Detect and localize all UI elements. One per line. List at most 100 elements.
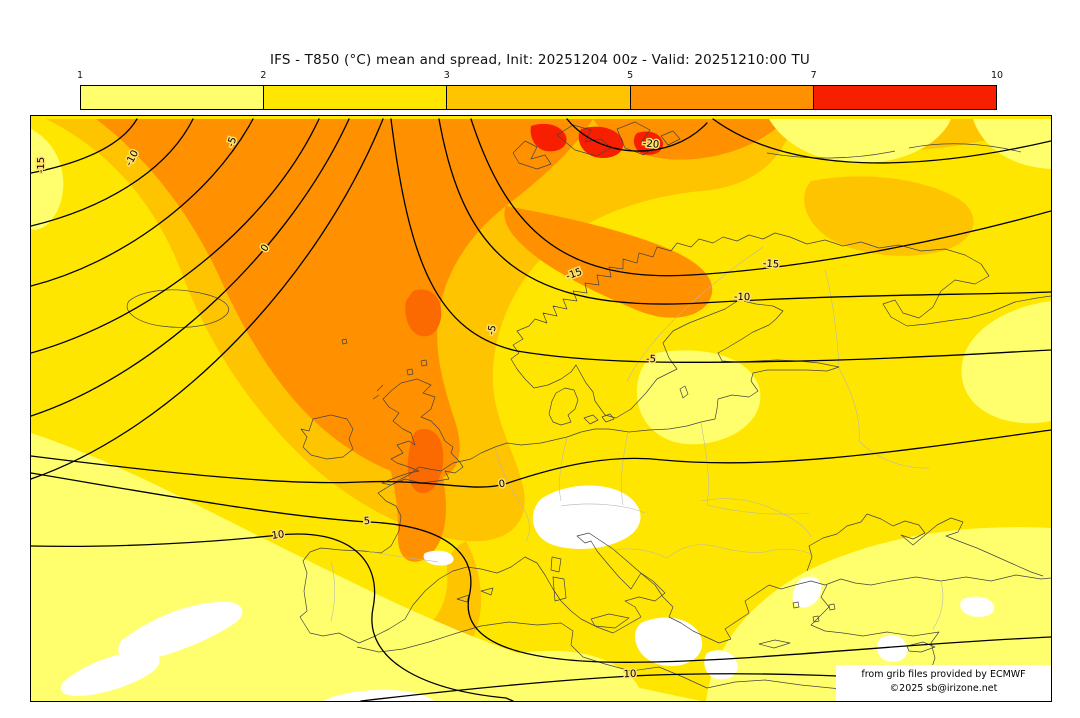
country-border [559, 437, 568, 502]
spread-fill-region [961, 301, 1051, 424]
country-border [700, 498, 812, 538]
colorbar-tick: 3 [443, 70, 450, 81]
map-frame: -15 -10 -5 0 -20 -15 -15 -10 -5 -5 0 5 10 10 from gri… [30, 115, 1052, 702]
coastline [300, 414, 354, 460]
spread-fill-region [60, 651, 160, 696]
coastline [906, 641, 936, 653]
coastline [341, 338, 348, 345]
country-border [824, 268, 840, 366]
country-border [612, 548, 668, 559]
temperature-contour [438, 118, 1051, 305]
colorbar-ticks: 1 2 3 5 7 10 [76, 70, 1003, 83]
coastline [660, 130, 681, 146]
country-border [666, 544, 812, 559]
spread-fill-region [704, 650, 738, 680]
contour-label: 10 [623, 669, 636, 680]
country-border [494, 447, 530, 542]
temperature-contour [712, 118, 1051, 164]
temperature-contour [31, 118, 320, 354]
attribution-copyright: ©2025 sb@irizone.net [889, 683, 998, 695]
coastline [456, 587, 494, 603]
spread-fill-region [973, 119, 1051, 169]
coastline [552, 576, 567, 602]
colorbar-tick: 1 [76, 70, 84, 81]
temperature-contour [31, 118, 254, 287]
contour-label: -15 [36, 157, 47, 173]
coastline [372, 384, 384, 400]
attribution: from grib files provided by ECMWF ©2025 … [836, 664, 1051, 701]
temperature-contour [31, 533, 514, 701]
coastline [583, 413, 615, 425]
colorbar-segment [81, 86, 265, 109]
coastline [789, 236, 1051, 327]
spread-fill-region [530, 123, 567, 152]
coastline [758, 639, 791, 649]
spread-fill-region [960, 596, 995, 617]
coastline [356, 621, 940, 701]
temperature-contour [566, 118, 708, 152]
coastline [420, 359, 428, 367]
temperature-contour [31, 472, 1051, 663]
coastline [792, 601, 836, 623]
contour-label: -15 [762, 258, 779, 270]
temperature-contour [31, 118, 194, 227]
spread-fill-region [706, 527, 1051, 701]
spread-fill-region [31, 129, 64, 230]
country-border [932, 580, 944, 630]
contour-label: 5 [363, 516, 370, 527]
contour-label: -20 [642, 138, 659, 151]
country-border [330, 560, 336, 622]
contour-label: -10 [734, 292, 751, 304]
temperature-contours [31, 118, 1051, 701]
coastline [299, 232, 1051, 644]
spread-fill-region [578, 126, 624, 159]
spread-fill-region [407, 429, 444, 494]
spread-fill-region [423, 550, 454, 566]
coastline [806, 513, 1044, 577]
spread-fill-region [804, 176, 974, 256]
spread-fill-region [532, 485, 641, 549]
contour-label: -5 [646, 354, 656, 365]
country-border [838, 367, 930, 469]
spread-fill-region [769, 119, 951, 164]
colorbar-tick: 10 [990, 70, 1004, 81]
country-border [706, 504, 810, 515]
temperature-contour [390, 118, 1051, 364]
country-border [621, 431, 629, 506]
colorbar-tick: 7 [810, 70, 817, 81]
temperature-contour [31, 118, 138, 174]
colorbar-segment [264, 86, 448, 109]
spread-color-field [31, 116, 1051, 701]
country-border [560, 503, 646, 514]
spread-fill-region [504, 206, 713, 318]
chart-title: IFS - T850 (°C) mean and spread, Init: 2… [269, 52, 811, 68]
colorbar [80, 85, 997, 110]
spread-fill-region [96, 119, 593, 480]
contour-label: -5 [486, 324, 499, 336]
coastline [512, 140, 552, 170]
contour-label: 10 [271, 529, 285, 542]
coastline [556, 124, 612, 157]
spread-fill-region [792, 576, 822, 608]
coastline [590, 613, 630, 629]
country-border [362, 549, 439, 563]
colorbar-segment [630, 86, 814, 109]
coastline [616, 121, 657, 156]
spread-fill-region [405, 289, 442, 337]
spread-fill-region [431, 650, 644, 701]
colorbar-tick: 5 [627, 70, 634, 81]
coastline [126, 289, 229, 328]
coastline [679, 385, 689, 399]
colorbar-tick: 2 [260, 70, 267, 81]
temperature-contour [31, 118, 384, 480]
coastline [406, 368, 414, 376]
attribution-source: from grib files provided by ECMWF [861, 668, 1026, 680]
contour-label: 0 [498, 479, 506, 491]
coastline [550, 556, 562, 573]
spread-fill-region [118, 601, 243, 662]
temperature-contour [31, 429, 1051, 488]
colorbar-segment [447, 86, 631, 109]
